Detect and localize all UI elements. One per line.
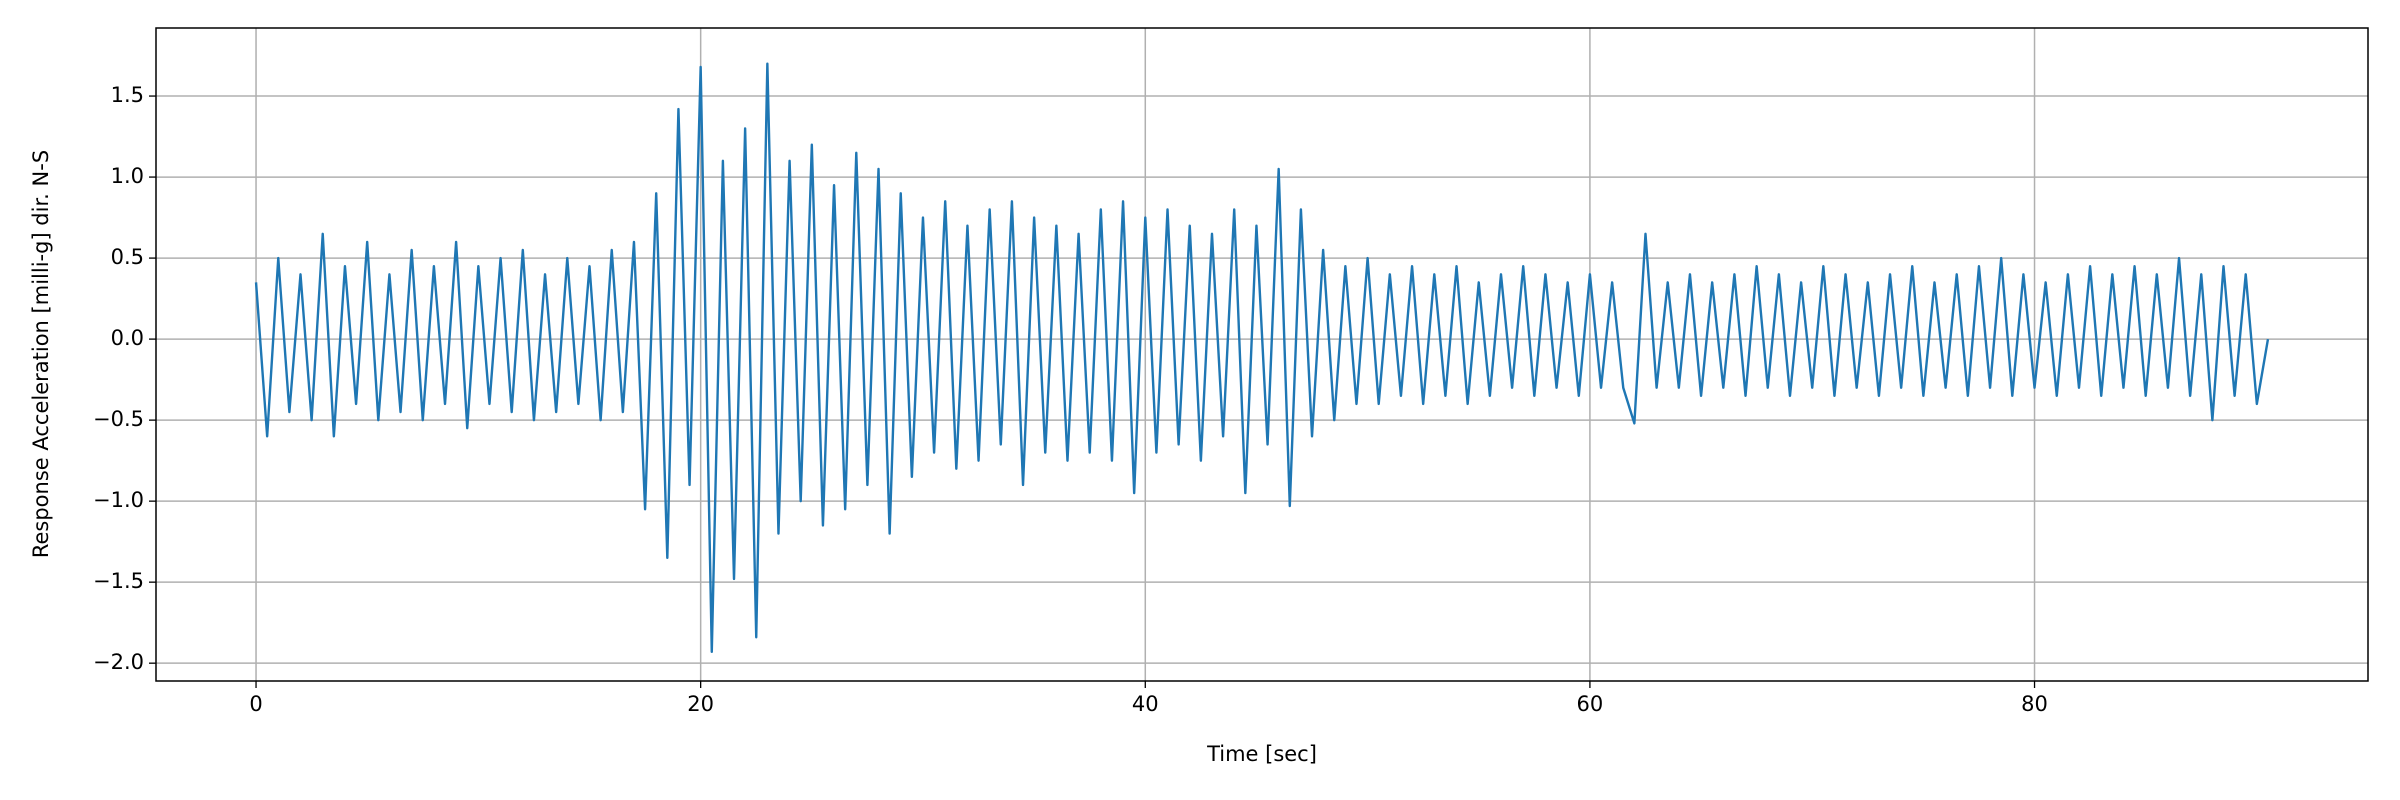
x-tick-label: 80 [2021,692,2048,716]
plot-frame [155,27,2369,682]
x-tick-label: 60 [1577,692,1604,716]
x-tick-label: 40 [1132,692,1159,716]
x-axis-label: Time [sec] [1206,742,1317,766]
y-tick-label: 1.5 [111,83,144,107]
y-tick-label: −2.0 [93,650,144,674]
y-tick-label: −0.5 [93,407,144,431]
y-tick-label: 1.0 [111,164,144,188]
x-tick-label: 0 [249,692,262,716]
y-tick-label: −1.0 [93,488,144,512]
y-tick-label: 0.0 [111,326,144,350]
x-tick-label: 20 [687,692,714,716]
signal-line [254,62,2270,654]
y-axis-label: Response Acceleration [milli-g] dir. N-S [29,150,53,558]
y-tick-label: 0.5 [111,245,144,269]
y-tick-label: −1.5 [93,569,144,593]
